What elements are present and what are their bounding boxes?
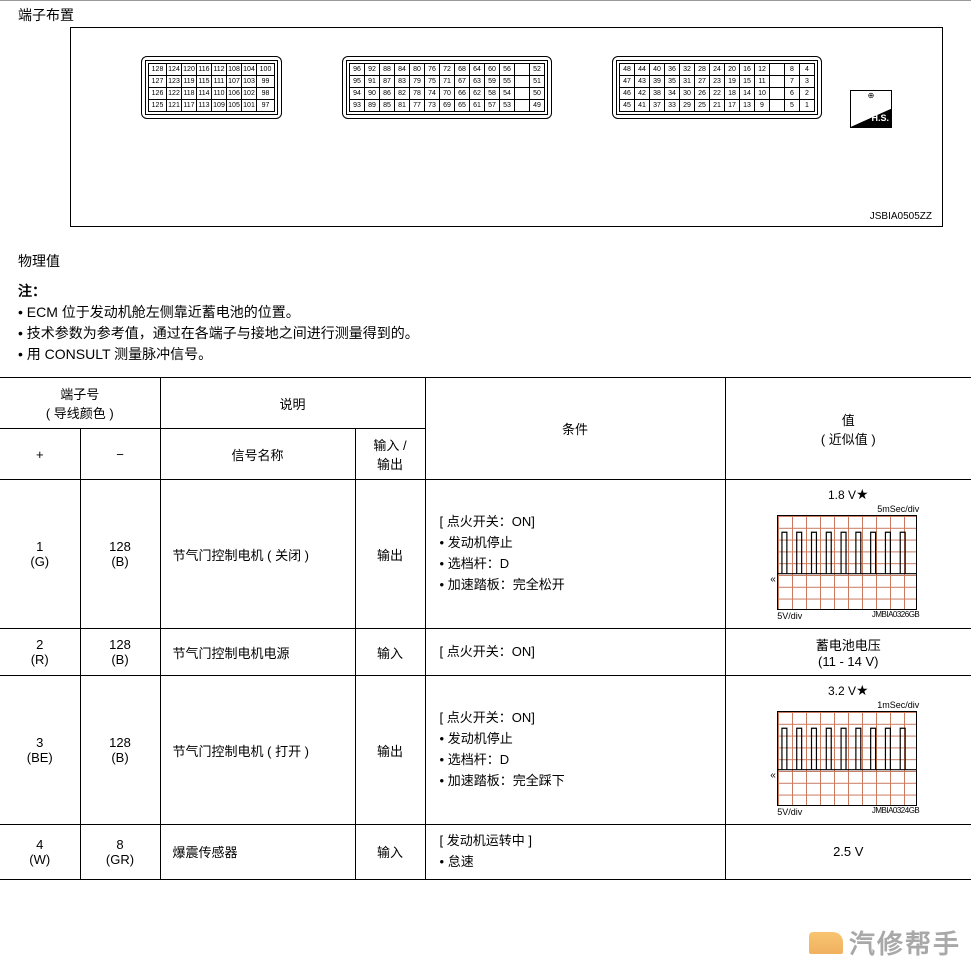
- cell-value: 3.2 V★ 1mSec/div « 5V/div JMBIA0324GB: [725, 676, 971, 825]
- cell-plus: 4 (W): [0, 825, 80, 880]
- cell-minus: 8 (GR): [80, 825, 160, 880]
- cell-io: 输入: [355, 629, 425, 676]
- cell-minus: 128 (B): [80, 480, 160, 629]
- cell-condition: [ 点火开关：ON]发动机停止选档杆：D加速踏板：完全松开: [425, 480, 725, 629]
- cell-signal: 爆震传感器: [160, 825, 355, 880]
- cell-signal: 节气门控制电机 ( 打开 ): [160, 676, 355, 825]
- cell-condition: [ 点火开关：ON]发动机停止选档杆：D加速踏板：完全踩下: [425, 676, 725, 825]
- th-minus: −: [80, 429, 160, 480]
- connector-3: 4844403632282420161284474339353127231915…: [612, 56, 822, 119]
- cell-value: 1.8 V★ 5mSec/div « 5V/div JMBIA0326GB: [725, 480, 971, 629]
- car-icon: [809, 932, 843, 954]
- physical-value-heading: 物理值: [0, 245, 971, 277]
- th-signal-name: 信号名称: [160, 429, 355, 480]
- watermark: 汽修帮手: [809, 924, 961, 961]
- cell-condition: [ 发动机运转中 ]怠速: [425, 825, 725, 880]
- table-row: 1 (G)128 (B)节气门控制电机 ( 关闭 )输出[ 点火开关：ON]发动…: [0, 480, 971, 629]
- terminal-data-table: 端子号( 导线颜色 ) 说明 条件 值( 近似值 ) + − 信号名称 输入 /…: [0, 377, 971, 880]
- table-row: 2 (R)128 (B)节气门控制电机电源输入[ 点火开关：ON]蓄电池电压(1…: [0, 629, 971, 676]
- cell-io: 输入: [355, 825, 425, 880]
- cell-io: 输出: [355, 480, 425, 629]
- table-row: 4 (W)8 (GR)爆震传感器输入[ 发动机运转中 ]怠速2.5 V: [0, 825, 971, 880]
- note-item: 用 CONSULT 测量脉冲信号。: [18, 344, 953, 365]
- connector-1: 1281241201161121081041001271231191151111…: [141, 56, 282, 119]
- notes-block: 注： ECM 位于发动机舱左侧靠近蓄电池的位置。技术参数为参考值，通过在各端子与…: [0, 277, 971, 377]
- cell-signal: 节气门控制电机 ( 关闭 ): [160, 480, 355, 629]
- note-label: 注：: [18, 281, 953, 302]
- hs-badge: ⊕ H.S.: [850, 90, 892, 128]
- watermark-text: 汽修帮手: [849, 924, 961, 961]
- cell-minus: 128 (B): [80, 676, 160, 825]
- waveform: 3.2 V★ 1mSec/div « 5V/div JMBIA0324GB: [777, 682, 919, 817]
- cell-signal: 节气门控制电机电源: [160, 629, 355, 676]
- th-plus: +: [0, 429, 80, 480]
- cell-plus: 2 (R): [0, 629, 80, 676]
- cell-plus: 3 (BE): [0, 676, 80, 825]
- cell-condition: [ 点火开关：ON]: [425, 629, 725, 676]
- cell-value: 2.5 V: [725, 825, 971, 880]
- th-io: 输入 / 输出: [355, 429, 425, 480]
- note-item: 技术参数为参考值，通过在各端子与接地之间进行测量得到的。: [18, 323, 953, 344]
- cell-io: 输出: [355, 676, 425, 825]
- connector-diagram-box: 1281241201161121081041001271231191151111…: [70, 27, 943, 227]
- table-row: 3 (BE)128 (B)节气门控制电机 ( 打开 )输出[ 点火开关：ON]发…: [0, 676, 971, 825]
- waveform: 1.8 V★ 5mSec/div « 5V/div JMBIA0326GB: [777, 486, 919, 621]
- cell-minus: 128 (B): [80, 629, 160, 676]
- note-item: ECM 位于发动机舱左侧靠近蓄电池的位置。: [18, 302, 953, 323]
- connector-2: 9692888480767268646056529591878379757167…: [342, 56, 552, 119]
- th-desc: 说明: [160, 378, 425, 429]
- cell-plus: 1 (G): [0, 480, 80, 629]
- terminal-layout-heading: 端子布置: [0, 0, 971, 27]
- cell-value: 蓄电池电压(11 - 14 V): [725, 629, 971, 676]
- th-condition: 条件: [425, 378, 725, 480]
- connectors-row: 1281241201161121081041001271231191151111…: [91, 56, 922, 119]
- th-value: 值( 近似值 ): [725, 378, 971, 480]
- th-terminal: 端子号( 导线颜色 ): [0, 378, 160, 429]
- diagram-code: JSBIA0505ZZ: [870, 211, 932, 222]
